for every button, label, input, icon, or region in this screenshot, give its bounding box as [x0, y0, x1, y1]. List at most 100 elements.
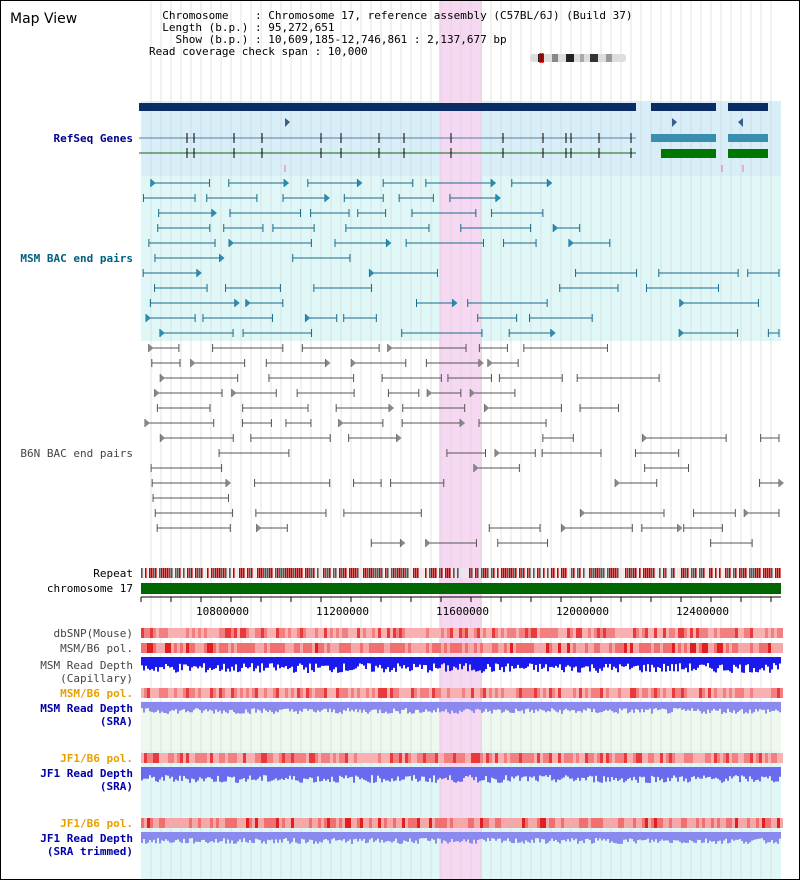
bac-pair[interactable] [159, 434, 234, 442]
bac-pair[interactable] [357, 209, 387, 217]
bac-pair[interactable] [296, 389, 355, 397]
bac-pair[interactable] [478, 344, 508, 352]
bac-pair[interactable] [402, 404, 466, 412]
bac-pair[interactable] [425, 179, 497, 187]
bac-pair[interactable] [743, 509, 780, 517]
bac-pair[interactable] [343, 509, 422, 517]
bac-pair[interactable] [646, 284, 719, 292]
bac-pair[interactable] [542, 434, 574, 442]
bac-pair[interactable] [268, 374, 355, 382]
bac-pair[interactable] [225, 284, 281, 292]
bac-pair[interactable] [145, 314, 196, 322]
bac-pair[interactable] [644, 464, 690, 472]
bac-pair[interactable] [758, 479, 784, 487]
bac-pair[interactable] [576, 374, 660, 382]
bac-pair[interactable] [467, 299, 548, 307]
bac-pair[interactable] [710, 539, 753, 547]
bac-pair[interactable] [382, 179, 414, 187]
msm-bac-pairs[interactable] [142, 179, 780, 337]
bac-pair[interactable] [350, 359, 407, 367]
bac-pair[interactable] [307, 179, 363, 187]
bac-pair[interactable] [561, 524, 633, 532]
gene-bar[interactable] [651, 134, 716, 142]
bac-pair[interactable] [579, 404, 619, 412]
bac-pair[interactable] [152, 494, 229, 502]
bac-pair[interactable] [223, 224, 264, 232]
bac-pair[interactable] [150, 464, 223, 472]
bac-pair[interactable] [747, 269, 780, 277]
bac-pair[interactable] [353, 479, 382, 487]
bac-pair[interactable] [494, 449, 536, 457]
bac-pair[interactable] [381, 374, 442, 382]
bac-pair[interactable] [156, 524, 231, 532]
bac-pair[interactable] [154, 509, 234, 517]
bac-pair[interactable] [255, 509, 327, 517]
bac-pair[interactable] [202, 314, 273, 322]
bac-pair[interactable] [460, 224, 532, 232]
bac-pair[interactable] [387, 344, 467, 352]
bac-pair[interactable] [338, 419, 384, 427]
gene-bar[interactable] [661, 149, 716, 158]
bac-pair[interactable] [473, 464, 520, 472]
bac-pair[interactable] [529, 314, 593, 322]
bac-pair[interactable] [368, 269, 438, 277]
bac-pair[interactable] [405, 239, 484, 247]
bac-pair[interactable] [370, 539, 406, 547]
bac-pair[interactable] [541, 449, 602, 457]
bac-pair[interactable] [282, 194, 330, 202]
bac-pair[interactable] [678, 329, 739, 337]
bac-pair[interactable] [313, 284, 373, 292]
bac-pair[interactable] [242, 404, 309, 412]
refseq-genes[interactable] [139, 103, 768, 172]
bac-pair[interactable] [158, 209, 217, 217]
bac-pair[interactable] [242, 329, 313, 337]
bac-pair[interactable] [401, 419, 466, 427]
gene-bar[interactable] [728, 149, 768, 158]
bac-pair[interactable] [523, 344, 608, 352]
bac-pair[interactable] [334, 239, 392, 247]
bac-pair[interactable] [398, 194, 434, 202]
bac-pair[interactable] [156, 404, 211, 412]
bac-pair[interactable] [390, 479, 445, 487]
bac-pair[interactable] [416, 299, 458, 307]
bac-pair[interactable] [144, 419, 215, 427]
bac-pair[interactable] [190, 359, 246, 367]
bac-pair[interactable] [231, 389, 277, 397]
bac-pair[interactable] [206, 194, 258, 202]
bac-pair[interactable] [683, 524, 723, 532]
bac-pair[interactable] [159, 329, 234, 337]
bac-pair[interactable] [272, 224, 315, 232]
bac-pair[interactable] [256, 524, 288, 532]
gene-bar[interactable] [139, 103, 636, 111]
bac-pair[interactable] [503, 239, 537, 247]
bac-pair[interactable] [148, 239, 216, 247]
bac-pair[interactable] [449, 194, 501, 202]
bac-pair[interactable] [425, 539, 477, 547]
bac-pair[interactable] [228, 179, 290, 187]
bac-pair[interactable] [497, 539, 549, 547]
bac-pair[interactable] [511, 179, 553, 187]
bac-pair[interactable] [498, 374, 563, 382]
bac-pair[interactable] [343, 194, 384, 202]
bac-pair[interactable] [641, 434, 727, 442]
bac-pair[interactable] [579, 509, 665, 517]
bac-pair[interactable] [292, 254, 351, 262]
bac-pair[interactable] [447, 374, 493, 382]
bac-pair[interactable] [411, 209, 477, 217]
bac-pair[interactable] [426, 389, 462, 397]
bac-pair[interactable] [154, 284, 208, 292]
bac-pair[interactable] [250, 434, 331, 442]
bac-pair[interactable] [693, 509, 736, 517]
bac-pair[interactable] [304, 314, 338, 322]
bac-pair[interactable] [151, 479, 232, 487]
bac-pair[interactable] [301, 344, 380, 352]
bac-pair[interactable] [552, 224, 581, 232]
bac-pair[interactable] [760, 434, 780, 442]
bac-pair[interactable] [159, 374, 239, 382]
bac-pair[interactable] [425, 359, 484, 367]
gene-bar[interactable] [651, 103, 716, 111]
bac-pair[interactable] [142, 269, 202, 277]
bac-pair[interactable] [491, 209, 544, 217]
bac-pair[interactable] [241, 419, 272, 427]
bac-pair[interactable] [348, 434, 402, 442]
